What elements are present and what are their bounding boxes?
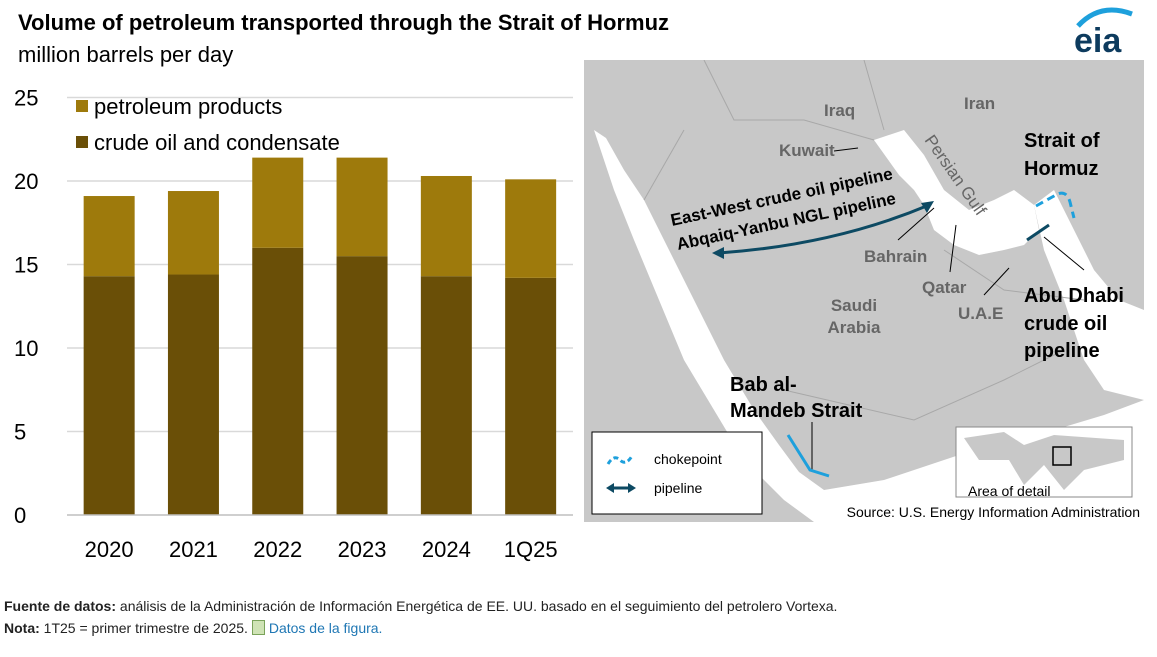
bar-petroleum-products-2024: [420, 175, 472, 277]
chokepoint-icon: [606, 455, 634, 465]
x-tick-label: 2020: [85, 537, 134, 562]
map-source: Source: U.S. Energy Information Administ…: [847, 504, 1140, 520]
label-iran: Iran: [964, 94, 995, 113]
arrowhead: [712, 247, 724, 259]
map-legend: [591, 431, 763, 515]
bar-crude-oil-and-condensate-2021: [167, 274, 219, 515]
map: Iraq Iran Kuwait Bahrain Qatar Saudi Ara…: [584, 60, 1144, 522]
label-bab-1: Bab al-: [730, 374, 797, 396]
x-tick-label: 1Q25: [504, 537, 558, 562]
x-tick-label: 2022: [253, 537, 302, 562]
figure-data-link[interactable]: Datos de la figura.: [268, 620, 383, 636]
footer-note: Nota: 1T25 = primer trimestre de 2025. D…: [4, 620, 382, 636]
label-abudhabi-2: crude oil: [1024, 313, 1107, 335]
kuwait-leader: [833, 147, 859, 152]
uae-leader: [983, 267, 1010, 296]
bab-chokepoint: [786, 434, 830, 478]
label-hormuz-2: Hormuz: [1024, 158, 1098, 180]
borders: [643, 60, 1085, 421]
red-sea: [594, 130, 1144, 522]
legend-swatch: [76, 100, 88, 112]
inset-label: Area of detail: [968, 483, 1051, 499]
x-tick-label: 2021: [169, 537, 218, 562]
bar-petroleum-products-2020: [83, 196, 135, 277]
x-tick-label: 2024: [422, 537, 471, 562]
bahrain-leader: [897, 207, 935, 241]
inset-area-box: [1052, 446, 1072, 466]
y-tick-label: 0: [14, 503, 26, 528]
bar-crude-oil-and-condensate-2024: [420, 276, 472, 515]
label-abudhabi-3: pipeline: [1024, 340, 1100, 362]
arrowhead: [921, 201, 934, 213]
abudhabi-leader: [1043, 236, 1085, 271]
label-qatar: Qatar: [922, 278, 967, 297]
x-tick-label: 2023: [338, 537, 387, 562]
bar-petroleum-products-2021: [167, 191, 219, 275]
legend-chokepoint: chokepoint: [654, 451, 722, 467]
persian-gulf: [874, 130, 1039, 255]
spreadsheet-icon[interactable]: [251, 620, 265, 635]
bar-crude-oil-and-condensate-1Q25: [505, 277, 557, 515]
note-text: 1T25 = primer trimestre de 2025.: [39, 620, 252, 636]
bar-crude-oil-and-condensate-2022: [252, 247, 304, 516]
pipeline-icon: [606, 483, 636, 493]
legend-swatch: [76, 136, 88, 148]
label-bab-2: Mandeb Strait: [730, 400, 863, 422]
label-abudhabi-1: Abu Dhabi: [1024, 285, 1124, 307]
eia-logo: eia: [1074, 7, 1133, 56]
legend-pipeline: pipeline: [654, 480, 702, 496]
svg-text:eia: eia: [1074, 22, 1122, 56]
qatar-leader: [949, 224, 957, 273]
label-hormuz-1: Strait of: [1024, 130, 1100, 152]
label-iraq: Iraq: [824, 101, 855, 120]
footer-source: Fuente de datos: análisis de la Administ…: [4, 598, 837, 614]
label-bahrain: Bahrain: [864, 247, 927, 266]
label-kuwait: Kuwait: [779, 141, 835, 160]
chart-subtitle: million barrels per day: [18, 42, 234, 67]
arabian-sea: [1034, 190, 1144, 400]
source-label: Fuente de datos:: [4, 598, 117, 614]
chart-title: Volume of petroleum transported through …: [18, 10, 670, 35]
ew-pipeline-arrow: [718, 203, 930, 255]
y-tick-label: 25: [14, 86, 38, 111]
source-text: análisis de la Administración de Informa…: [116, 598, 838, 614]
bar-petroleum-products-2023: [336, 157, 388, 257]
label-saudi-2: Arabia: [828, 318, 881, 337]
abudhabi-pipeline-arrow: [1026, 223, 1050, 242]
y-tick-label: 10: [14, 336, 38, 361]
inset-land: [964, 432, 1124, 490]
bar-petroleum-products-2022: [252, 157, 304, 248]
legend-label: crude oil and condensate: [94, 130, 340, 155]
y-tick-label: 20: [14, 169, 38, 194]
y-tick-label: 15: [14, 253, 38, 278]
bar-chart: 0 5 10 15 20 25 2020 2021 2022 2023 2024 1Q25 petrol…: [14, 86, 573, 562]
bar-crude-oil-and-condensate-2020: [83, 276, 135, 515]
bar-petroleum-products-1Q25: [505, 179, 557, 278]
legend-label: petroleum products: [94, 94, 282, 119]
note-label: Nota:: [4, 620, 40, 636]
bar-crude-oil-and-condensate-2023: [336, 256, 388, 515]
y-tick-label: 5: [14, 420, 26, 445]
label-uae: U.A.E: [958, 304, 1003, 323]
hormuz-chokepoint: [1035, 191, 1076, 219]
label-saudi-1: Saudi: [831, 296, 877, 315]
